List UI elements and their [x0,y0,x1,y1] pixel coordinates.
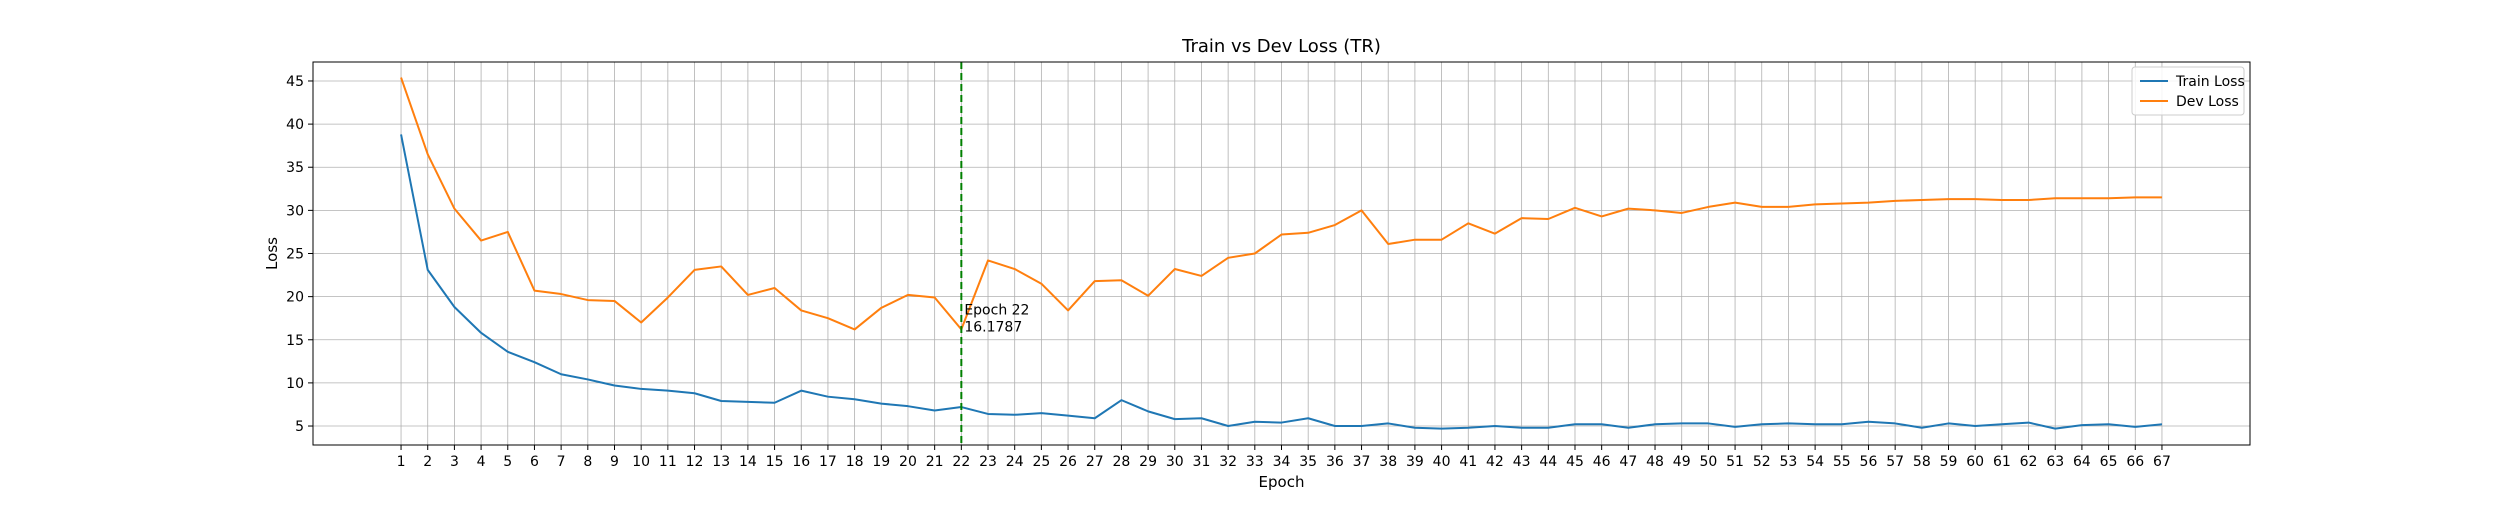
x-tick-label: 25 [1032,454,1050,470]
y-tick-label: 25 [286,247,304,263]
x-tick-label: 30 [1166,454,1184,470]
best-epoch-annotation-value: 16.1787 [964,320,1022,336]
x-tick-label: 13 [712,454,730,470]
x-tick-label: 49 [1673,454,1691,470]
x-tick-label: 48 [1646,454,1664,470]
x-tick-label: 58 [1913,454,1931,470]
y-axis-label: Loss [263,237,281,270]
x-tick-label: 8 [583,454,592,470]
y-tick-label: 10 [286,376,304,392]
x-tick-label: 1 [397,454,406,470]
x-tick-label: 10 [632,454,650,470]
x-tick-label: 62 [2020,454,2038,470]
x-tick-label: 2 [423,454,432,470]
grid-lines [313,62,2250,445]
x-tick-label: 27 [1086,454,1104,470]
x-tick-label: 18 [846,454,864,470]
legend-box [2131,66,2245,116]
y-tick-label: 30 [286,203,304,219]
x-tick-label: 42 [1486,454,1504,470]
x-tick-label: 19 [872,454,890,470]
x-tick-label: 32 [1219,454,1237,470]
x-axis-label: Epoch [1259,473,1305,491]
x-tick-label: 33 [1246,454,1264,470]
x-tick-label: 44 [1539,454,1557,470]
x-tick-label: 46 [1593,454,1611,470]
x-tick-label: 11 [659,454,677,470]
x-tick-label: 50 [1699,454,1717,470]
x-tick-label: 26 [1059,454,1077,470]
y-tick-label: 45 [286,74,304,90]
x-tick-label: 31 [1193,454,1211,470]
x-tick-label: 38 [1379,454,1397,470]
x-tick-label: 60 [1966,454,1984,470]
x-tick-label: 6 [530,454,539,470]
legend-label: Dev Loss [2176,94,2239,110]
x-tick-label: 56 [1860,454,1878,470]
x-tick-label: 64 [2073,454,2091,470]
x-axis-ticks: 1 2 3 4 5 6 7 8 9 10 11 12 13 14 15 16 17 18 19 20 21 22 23 24 2… [397,445,2171,470]
x-tick-label: 65 [2100,454,2118,470]
series-line [400,77,2162,331]
y-axis-ticks: 5 10 15 20 25 30 35 40 45 [286,74,313,435]
x-tick-label: 57 [1886,454,1904,470]
x-tick-label: 51 [1726,454,1744,470]
y-tick-label: 35 [286,160,304,176]
x-tick-label: 41 [1459,454,1477,470]
y-tick-label: 20 [286,290,304,306]
x-tick-label: 3 [450,454,459,470]
x-tick-label: 45 [1566,454,1584,470]
x-tick-label: 63 [2046,454,2064,470]
y-tick-label: 5 [295,419,304,435]
x-tick-label: 37 [1353,454,1371,470]
x-tick-label: 43 [1513,454,1531,470]
x-tick-label: 59 [1940,454,1958,470]
y-tick-label: 15 [286,333,304,349]
x-tick-label: 9 [610,454,619,470]
x-tick-label: 40 [1433,454,1451,470]
x-tick-label: 67 [2153,454,2171,470]
series-line [400,134,2163,430]
x-tick-label: 17 [819,454,837,470]
x-tick-label: 7 [557,454,566,470]
legend: Train Loss Dev Loss [2131,66,2245,116]
x-tick-label: 15 [766,454,784,470]
x-tick-label: 24 [1006,454,1024,470]
x-tick-label: 55 [1833,454,1851,470]
x-tick-label: 23 [979,454,997,470]
x-tick-label: 54 [1806,454,1824,470]
x-tick-label: 35 [1299,454,1317,470]
x-tick-label: 39 [1406,454,1424,470]
x-tick-label: 22 [952,454,970,470]
series-layer [400,77,2163,430]
chart-title: Train vs Dev Loss (TR) [1181,36,1381,57]
x-tick-label: 5 [503,454,512,470]
x-tick-label: 12 [686,454,704,470]
x-tick-label: 36 [1326,454,1344,470]
y-tick-label: 40 [286,117,304,133]
x-tick-label: 66 [2126,454,2144,470]
x-tick-label: 21 [926,454,944,470]
x-tick-label: 14 [739,454,757,470]
x-tick-label: 28 [1113,454,1131,470]
x-tick-label: 20 [899,454,917,470]
x-tick-label: 52 [1753,454,1771,470]
x-tick-label: 34 [1273,454,1291,470]
x-tick-label: 47 [1619,454,1637,470]
best-epoch-annotation-epoch: Epoch 22 [964,303,1029,319]
legend-label: Train Loss [2175,74,2245,90]
x-tick-label: 61 [1993,454,2011,470]
x-tick-label: 4 [477,454,486,470]
x-tick-label: 53 [1780,454,1798,470]
x-tick-label: 16 [792,454,810,470]
x-tick-label: 29 [1139,454,1157,470]
